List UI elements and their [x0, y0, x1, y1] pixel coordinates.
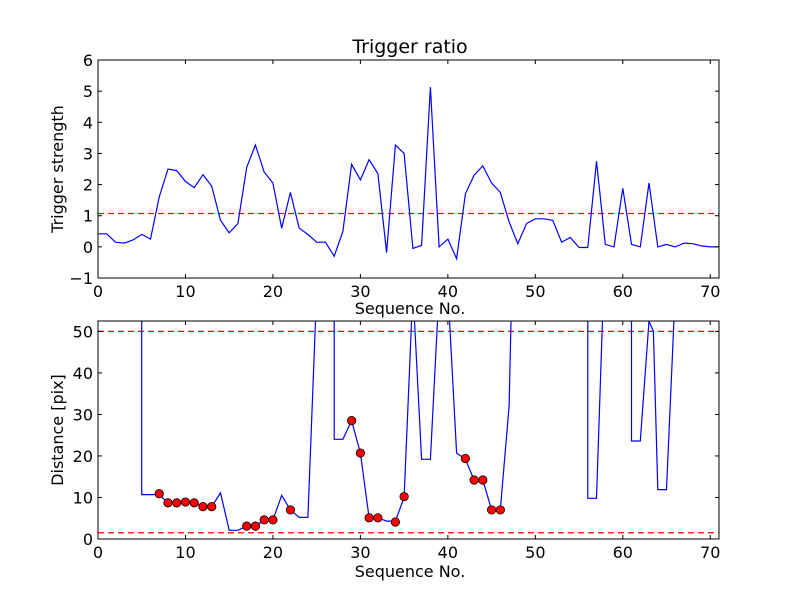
x-tick-label: 20 [263, 543, 283, 562]
data-point-marker [495, 505, 505, 515]
data-point-marker [198, 502, 208, 512]
y-tick-label: 0 [83, 238, 93, 257]
data-point-marker [242, 521, 252, 531]
x-tick-label: 20 [263, 282, 283, 301]
data-point-marker [180, 497, 191, 507]
x-tick-label: 30 [350, 543, 370, 562]
top-axes-frame [97, 59, 720, 279]
y-tick-label: −1 [69, 269, 93, 288]
top-y-axis-label: Trigger strength [48, 105, 67, 234]
data-point-marker [250, 521, 261, 531]
distance-markers [154, 416, 505, 531]
bottom-x-axis-label: Sequence No. [355, 562, 466, 581]
data-point-marker [399, 492, 409, 502]
series-line-segment [413, 321, 439, 460]
data-point-marker [259, 515, 269, 525]
data-point-marker [285, 505, 296, 515]
series-line [98, 87, 719, 261]
bottom-axes-frame [97, 320, 720, 540]
top-x-axis-label: Sequence No. [355, 299, 466, 318]
bottom-y-axis-label: Distance [pix] [48, 374, 67, 486]
x-tick-label: 60 [613, 543, 633, 562]
y-tick-label: 50 [73, 322, 93, 341]
distance-threshold-lines [98, 330, 719, 534]
x-tick-label: 40 [438, 282, 458, 301]
x-tick-label: 10 [175, 543, 195, 562]
y-tick-label: 20 [73, 447, 93, 466]
y-tick-label: 5 [83, 82, 93, 101]
series-line-segment [141, 321, 317, 531]
y-tick-label: 4 [83, 113, 93, 132]
data-point-marker [469, 475, 479, 485]
data-point-marker [189, 498, 199, 508]
x-tick-label: 0 [93, 282, 103, 301]
data-point-marker [163, 498, 173, 508]
x-tick-label: 60 [613, 282, 633, 301]
data-point-marker [154, 489, 164, 499]
chart-title: Trigger ratio [351, 36, 467, 58]
data-point-marker [268, 515, 278, 525]
y-tick-label: 0 [83, 530, 93, 549]
x-tick-label: 10 [175, 282, 195, 301]
data-point-marker [207, 502, 217, 512]
y-tick-label: 40 [73, 364, 93, 383]
data-point-marker [172, 498, 182, 508]
x-tick-label: 40 [438, 543, 458, 562]
y-tick-label: 30 [73, 405, 93, 424]
data-point-marker [460, 453, 470, 464]
x-tick-label: 0 [93, 543, 103, 562]
data-point-marker [390, 517, 400, 527]
y-tick-label: 1 [83, 207, 93, 226]
y-tick-label: 6 [83, 51, 93, 70]
trigger-strength-series [98, 87, 719, 261]
bottom-axis-ticks: 0 10 20 30 40 50 60 70 0 10 20 30 40 50 [73, 321, 720, 562]
x-tick-label: 30 [350, 282, 370, 301]
y-tick-label: 2 [83, 176, 93, 195]
data-point-marker [347, 416, 357, 426]
data-point-marker [478, 475, 488, 485]
x-tick-label: 50 [525, 543, 545, 562]
y-tick-label: 3 [83, 144, 93, 163]
y-tick-label: 10 [73, 488, 93, 507]
x-tick-label: 50 [525, 282, 545, 301]
data-point-marker [373, 513, 383, 523]
data-point-marker [364, 513, 374, 523]
data-point-marker [486, 505, 497, 515]
x-tick-label: 70 [700, 282, 720, 301]
x-tick-label: 70 [700, 543, 720, 562]
series-line-segment [630, 321, 675, 491]
series-line-segment [587, 321, 604, 499]
data-point-marker [355, 448, 365, 458]
